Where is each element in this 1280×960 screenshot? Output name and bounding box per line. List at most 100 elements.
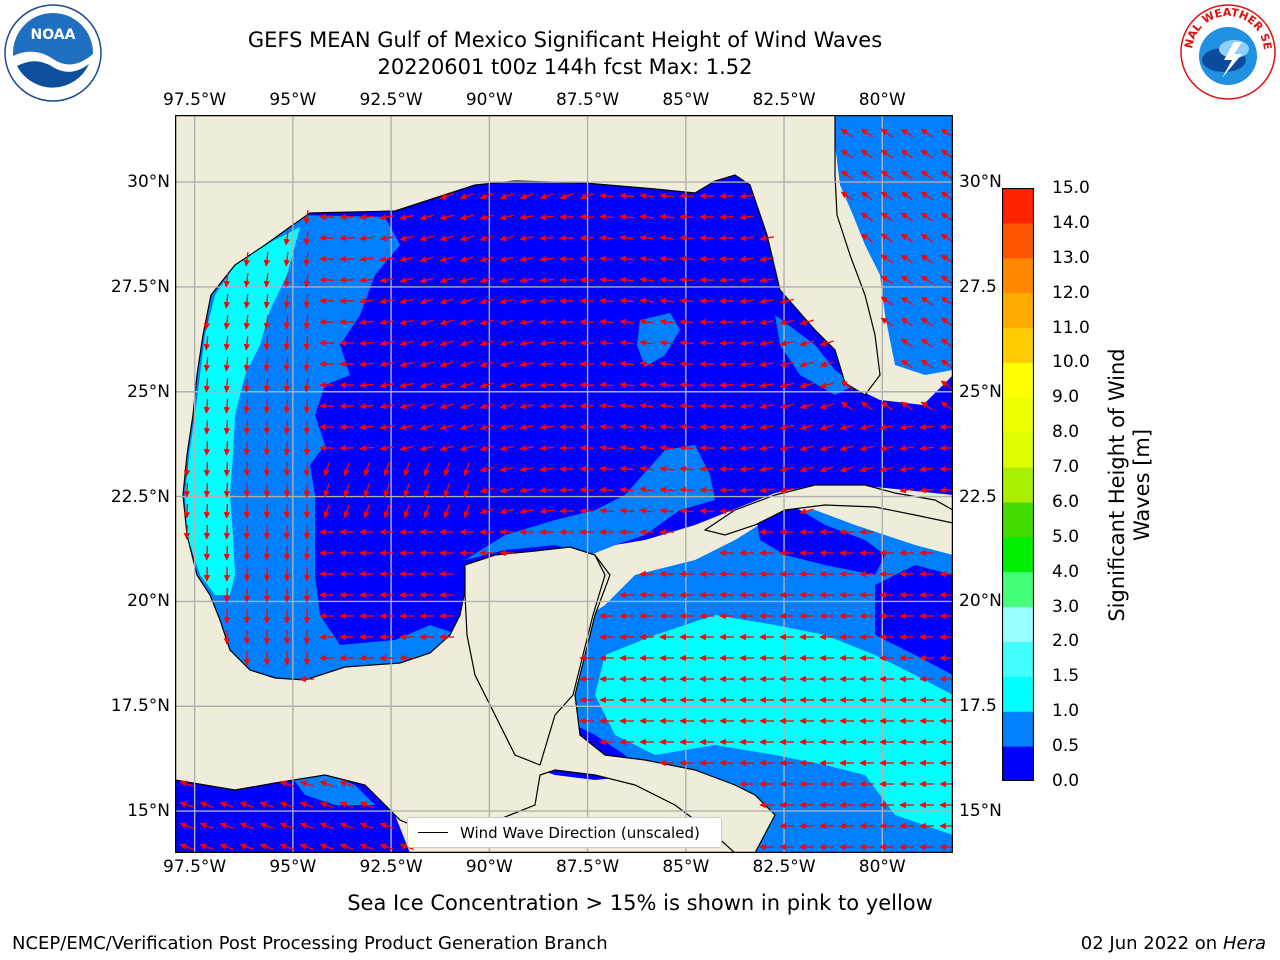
wind-wave-arrow [363,483,371,498]
wind-wave-arrow [659,339,675,347]
wind-wave-arrow [519,423,535,431]
top-lon-tick: 80°W [858,90,906,110]
wind-wave-arrow [860,401,874,411]
colorbar-segment [1002,746,1034,781]
wind-wave-arrow [379,822,394,830]
wind-wave-arrow [880,191,894,201]
wind-wave-arrow [619,234,635,242]
wind-wave-arrow [779,466,794,473]
wind-wave-arrow [219,801,234,809]
wind-wave-arrow [639,297,654,305]
wind-wave-arrow [359,381,375,389]
wind-wave-arrow [519,276,535,284]
colorbar-segment [1002,222,1034,259]
legend-label: Wind Wave Direction (unscaled) [460,823,700,842]
wind-wave-arrow [439,361,454,368]
wind-wave-arrow [463,462,471,477]
wind-wave-arrow [679,192,695,200]
wind-wave-arrow [283,252,291,267]
wind-wave-arrow [639,213,654,221]
wind-wave-arrow [263,314,271,330]
wind-wave-arrow [243,398,251,414]
bottom-lon-tick: 82.5°W [752,857,816,877]
wind-wave-arrow [639,444,654,452]
wind-wave-arrow [739,255,755,263]
wind-wave-arrow [659,507,675,515]
wind-wave-arrow [459,424,474,431]
wind-wave-arrow [900,149,914,159]
wind-wave-arrow [359,234,375,242]
wind-wave-arrow [223,398,231,414]
wind-wave-arrow [819,445,834,452]
wind-wave-arrow [920,275,934,285]
wind-wave-arrow [599,486,615,494]
wind-wave-arrow [439,445,454,452]
wind-wave-arrow [403,504,411,519]
colorbar-segment [1002,327,1034,363]
wind-wave-arrow [619,381,635,389]
wind-wave-arrow [880,149,894,159]
wind-wave-arrow [639,192,654,200]
colorbar-segment [1002,711,1034,747]
wind-wave-arrow [243,252,251,267]
wind-wave-arrow [639,360,654,368]
wind-wave-arrow [243,335,251,351]
colorbar-tick: 5.0 [1052,526,1080,547]
wind-wave-arrow [759,234,775,242]
wind-wave-arrow [940,233,953,243]
wind-wave-arrow [439,382,454,389]
wind-wave-arrow [599,318,615,326]
wind-wave-arrow [779,487,794,494]
wind-wave-arrow [399,298,414,305]
wind-wave-arrow [739,276,755,284]
wind-wave-arrow [919,465,935,473]
wind-wave-arrow [203,335,211,351]
wind-wave-arrow [539,318,555,326]
wind-wave-arrow [900,170,914,180]
wind-wave-arrow [459,340,474,347]
wind-wave-arrow [243,314,251,330]
bottom-lon-tick: 80°W [858,857,906,877]
wind-wave-arrow [739,402,755,410]
wind-wave-arrow [303,377,311,393]
wind-wave-arrow [839,445,854,452]
wind-wave-arrow [619,507,635,515]
wind-wave-arrow [479,424,494,431]
wind-wave-arrow [819,466,834,473]
wind-wave-arrows [179,128,953,851]
wind-wave-arrow [439,403,454,410]
colorbar-segment [1002,606,1034,642]
wind-wave-arrow [659,255,675,263]
bottom-lon-tick: 95°W [269,857,317,877]
wind-wave-arrow [539,381,555,389]
wind-wave-arrow [900,128,914,138]
top-lon-tick: 85°W [662,90,710,110]
wind-wave-arrow [303,419,311,435]
wind-wave-arrow [239,843,254,851]
wind-wave-arrow [619,318,635,326]
wind-wave-arrow [223,461,231,477]
wind-wave-arrow [303,545,311,561]
left-lat-tick: 30°N [127,172,170,193]
wind-wave-arrow [679,297,695,305]
wind-wave-arrow [459,445,474,452]
wind-wave-arrow [920,233,934,243]
wind-wave-arrow [659,297,675,305]
wind-wave-arrow [519,297,535,305]
wind-wave-arrow [539,444,555,452]
wind-wave-arrow [539,192,554,200]
wind-wave-arrow [423,462,431,477]
colorbar-segment [1002,292,1034,329]
wind-wave-arrow [619,213,635,221]
wind-wave-arrow [439,214,454,221]
wind-wave-arrow [880,128,894,138]
left-lat-tick: 25°N [127,381,170,402]
wind-wave-arrow [519,192,534,200]
left-lat-tick: 17.5°N [110,696,170,717]
wind-wave-arrow [343,504,351,519]
bottom-lon-tick: 97.5°W [163,857,227,877]
wind-wave-arrow [243,356,251,372]
wind-wave-arrow [899,486,915,494]
top-lon-tick: 95°W [269,90,317,110]
wind-wave-arrow [859,466,874,473]
